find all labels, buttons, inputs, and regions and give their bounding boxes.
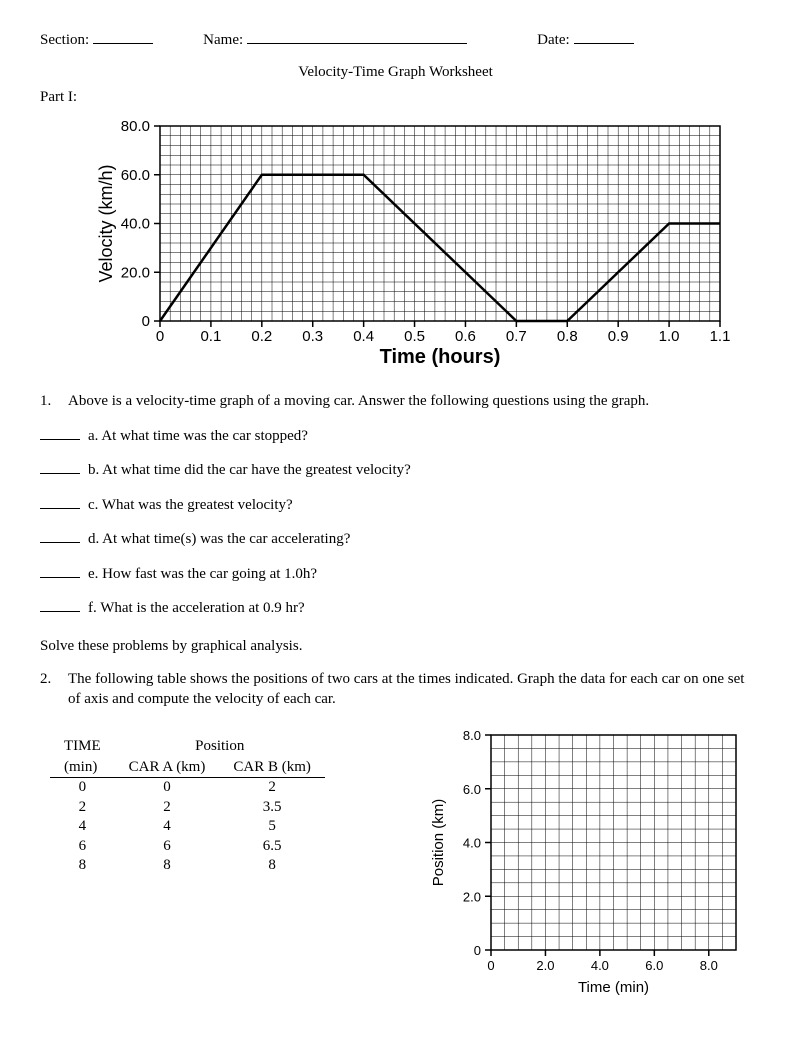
name-label: Name: xyxy=(203,31,243,51)
table-header-time: TIME xyxy=(50,737,115,757)
svg-text:40.0: 40.0 xyxy=(121,215,150,232)
svg-text:Time (hours): Time (hours) xyxy=(380,346,501,368)
q1d: d. At what time(s) was the car accelerat… xyxy=(88,530,350,550)
table-cell: 5 xyxy=(219,817,325,837)
q1-number: 1. xyxy=(40,392,60,412)
date-blank[interactable] xyxy=(574,30,634,44)
header-fields: Section: Name: Date: xyxy=(40,30,751,51)
date-label: Date: xyxy=(537,31,569,51)
svg-text:6.0: 6.0 xyxy=(645,958,663,973)
svg-text:0.9: 0.9 xyxy=(608,328,629,345)
svg-text:0: 0 xyxy=(142,313,150,330)
svg-text:80.0: 80.0 xyxy=(121,118,150,135)
name-blank[interactable] xyxy=(247,30,467,44)
table-cell: 0 xyxy=(50,778,115,798)
svg-text:0.2: 0.2 xyxy=(251,328,272,345)
q2-number: 2. xyxy=(40,670,60,709)
section-label: Section: xyxy=(40,31,89,51)
table-cell: 2 xyxy=(219,778,325,798)
svg-text:0: 0 xyxy=(156,328,164,345)
q1-text: Above is a velocity-time graph of a movi… xyxy=(68,392,649,412)
svg-text:6.0: 6.0 xyxy=(463,782,481,797)
answer-blank-c[interactable] xyxy=(40,495,80,509)
svg-text:8.0: 8.0 xyxy=(700,958,718,973)
table-header-time-unit: (min) xyxy=(50,757,115,778)
svg-text:0.8: 0.8 xyxy=(557,328,578,345)
instruction-text: Solve these problems by graphical analys… xyxy=(40,637,751,657)
position-data-table: TIME Position (min) CAR A (km) CAR B (km… xyxy=(50,737,325,876)
table-cell: 2 xyxy=(50,798,115,818)
table-cell: 0 xyxy=(115,778,220,798)
table-row: 666.5 xyxy=(50,837,325,857)
svg-text:0.3: 0.3 xyxy=(302,328,323,345)
answer-blank-b[interactable] xyxy=(40,460,80,474)
svg-text:0.6: 0.6 xyxy=(455,328,476,345)
answer-blank-a[interactable] xyxy=(40,426,80,440)
svg-text:Velocity (km/h): Velocity (km/h) xyxy=(96,164,116,282)
section-blank[interactable] xyxy=(93,30,153,44)
answer-blank-f[interactable] xyxy=(40,598,80,612)
svg-text:0: 0 xyxy=(487,958,494,973)
svg-text:2.0: 2.0 xyxy=(536,958,554,973)
table-cell: 3.5 xyxy=(219,798,325,818)
table-header-car-b: CAR B (km) xyxy=(219,757,325,778)
table-cell: 4 xyxy=(115,817,220,837)
answer-blank-d[interactable] xyxy=(40,529,80,543)
table-cell: 8 xyxy=(50,856,115,876)
table-header-position: Position xyxy=(115,737,325,757)
table-cell: 6.5 xyxy=(219,837,325,857)
svg-text:0.7: 0.7 xyxy=(506,328,527,345)
svg-text:Time (min): Time (min) xyxy=(578,979,649,996)
table-cell: 8 xyxy=(115,856,220,876)
q1e: e. How fast was the car going at 1.0h? xyxy=(88,565,317,585)
answer-blank-e[interactable] xyxy=(40,564,80,578)
table-header-car-a: CAR A (km) xyxy=(115,757,220,778)
svg-text:0.5: 0.5 xyxy=(404,328,425,345)
q2-text: The following table shows the positions … xyxy=(68,670,751,709)
svg-text:4.0: 4.0 xyxy=(591,958,609,973)
table-cell: 2 xyxy=(115,798,220,818)
svg-text:1.1: 1.1 xyxy=(710,328,730,345)
svg-text:Position (km): Position (km) xyxy=(431,799,447,887)
svg-text:20.0: 20.0 xyxy=(121,264,150,281)
part-1-label: Part I: xyxy=(40,88,751,108)
svg-text:4.0: 4.0 xyxy=(463,836,481,851)
svg-text:1.0: 1.0 xyxy=(659,328,680,345)
table-row: 888 xyxy=(50,856,325,876)
svg-text:8.0: 8.0 xyxy=(463,728,481,743)
table-cell: 6 xyxy=(115,837,220,857)
q1f: f. What is the acceleration at 0.9 hr? xyxy=(88,599,305,619)
svg-text:0.1: 0.1 xyxy=(200,328,221,345)
svg-text:2.0: 2.0 xyxy=(463,889,481,904)
q1b: b. At what time did the car have the gre… xyxy=(88,461,411,481)
svg-text:0: 0 xyxy=(474,943,481,958)
q1a: a. At what time was the car stopped? xyxy=(88,427,308,447)
worksheet-title: Velocity-Time Graph Worksheet xyxy=(40,63,751,83)
table-row: 002 xyxy=(50,778,325,798)
svg-text:60.0: 60.0 xyxy=(121,166,150,183)
table-row: 445 xyxy=(50,817,325,837)
q1c: c. What was the greatest velocity? xyxy=(88,496,293,516)
table-row: 223.5 xyxy=(50,798,325,818)
svg-text:0.4: 0.4 xyxy=(353,328,374,345)
table-cell: 6 xyxy=(50,837,115,857)
table-cell: 8 xyxy=(219,856,325,876)
velocity-time-chart: 0 0.1 0.2 0.3 0.4 0.5 0.6 0.7 0.8 0.9 1.0 1.1 0 20.0 4… xyxy=(90,116,751,383)
position-time-chart: 0 2.0 4.0 6.0 8.0 0 2.0 4.0 6.0 8.0 Position (km) T… xyxy=(431,727,751,1009)
table-cell: 4 xyxy=(50,817,115,837)
